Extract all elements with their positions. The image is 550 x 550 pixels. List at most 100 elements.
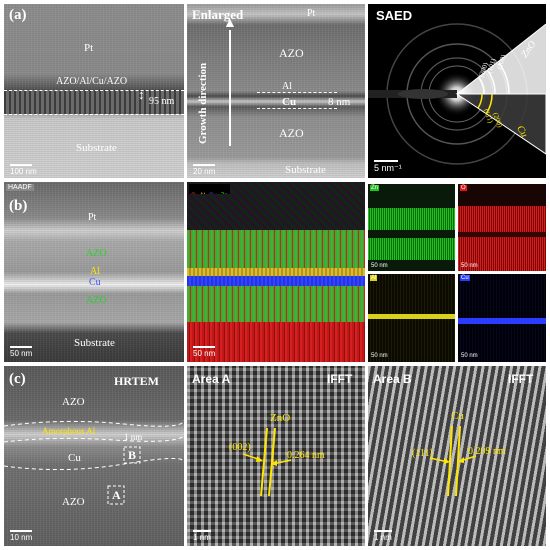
panel-label-a: (a)	[9, 7, 27, 23]
al-label: Al	[90, 266, 100, 277]
scale-bar	[193, 346, 215, 348]
scale-bar-label: 1 nm	[374, 533, 392, 542]
scale-bar-label: 100 nm	[10, 167, 37, 176]
scale-bar-label: 50 nm	[10, 349, 33, 358]
thickness-label: 95 nm	[149, 96, 175, 107]
panel-c-area-a: Area A IFFT ZnO (002) 0.264 nm 1 nm	[187, 366, 365, 546]
panel-a-saed: SAED ZnO (200) (101) (100) (111) (200) C…	[368, 4, 546, 178]
cu-band	[458, 318, 546, 324]
scale-bar-label: 20 nm	[193, 167, 216, 176]
cu-label: Cu	[282, 96, 297, 108]
al-label: Al	[282, 81, 292, 92]
legend-zn: Zn	[221, 193, 228, 194]
map-al: Al 50 nm	[368, 274, 455, 362]
azo-top-label: AZO	[62, 396, 85, 408]
saed-pattern	[368, 23, 546, 165]
texture	[187, 4, 365, 178]
enlarged-title: Enlarged	[192, 7, 244, 22]
panel-b-haadf: HAADF (b) Pt AZO Al Cu AZO Substrate 50 …	[4, 182, 184, 362]
al-band	[368, 314, 455, 319]
zn-band-top	[368, 208, 455, 230]
scale-bar	[374, 160, 398, 162]
box-b-label: B	[128, 448, 137, 462]
dash-bottom	[257, 108, 337, 109]
scale-bar	[193, 530, 211, 532]
map-cu: Cu 50 nm	[458, 274, 546, 362]
map-cu-label: Cu	[460, 275, 470, 281]
o-region	[458, 206, 546, 271]
ifft-label: IFFT	[508, 372, 534, 386]
panel-label-c: (c)	[9, 371, 26, 387]
texture	[4, 366, 184, 546]
map-o: O 50 nm	[458, 184, 546, 271]
substrate-label: Substrate	[74, 337, 115, 349]
azo-top-label: AZO	[279, 46, 304, 60]
plane-label: (002)	[229, 442, 251, 453]
pt-label: Pt	[307, 8, 316, 19]
cu-label: Cu	[89, 277, 101, 288]
growth-arrow-shaft	[229, 30, 231, 146]
cu-region	[187, 276, 365, 286]
map-cu-scale: 50 nm	[461, 353, 478, 359]
al-region	[187, 268, 365, 276]
scale-bar	[10, 164, 32, 166]
spacing-marker	[429, 425, 477, 497]
double-arrow: ↕	[138, 87, 145, 102]
legend-cu: Cu	[209, 193, 217, 194]
stack-label: AZO/Al/Cu/AZO	[56, 76, 128, 87]
plane-label: (111)	[412, 448, 433, 459]
dash-bottom	[4, 114, 184, 115]
map-o-label: O	[460, 185, 467, 191]
legend-al: Al	[200, 193, 205, 194]
saed-title: SAED	[376, 8, 413, 23]
map-zn: Zn 50 nm	[368, 184, 455, 271]
growth-direction-label: Growth direction	[197, 62, 209, 144]
o-gap	[458, 232, 546, 237]
substrate-label: Substrate	[285, 164, 326, 176]
cu-label: Cu	[451, 410, 464, 422]
element-legend: O Al Cu Zn	[189, 184, 230, 194]
growth-arrow-head: ▲	[223, 16, 237, 31]
panel-c-area-b: Area B IFFT Cu (111) 0.209 nm 1 nm	[368, 366, 546, 546]
panel-a-cross-section: (a) Pt AZO/Al/Cu/AZO ↕ 95 nm Substrate 1…	[4, 4, 184, 178]
scale-bar-label: 50 nm	[193, 349, 216, 358]
legend-o: O	[191, 193, 196, 194]
hrtem-title: HRTEM	[114, 374, 159, 388]
dash-top	[4, 90, 184, 91]
spacing-marker	[242, 427, 292, 497]
panel-b-eds-composite: O Al Cu Zn 50 nm	[187, 182, 365, 362]
scale-bar-label: 1 nm	[193, 533, 211, 542]
area-a-title: Area A	[192, 372, 231, 386]
map-zn-label: Zn	[370, 185, 380, 191]
cu-label: Cu	[68, 452, 81, 464]
scale-bar	[10, 346, 32, 348]
panel-label-b: (b)	[9, 198, 28, 214]
zno-label: ZnO	[270, 412, 291, 424]
area-b-title: Area B	[373, 372, 412, 386]
scale-bar-label: 10 nm	[10, 533, 33, 542]
dash-top	[257, 92, 337, 93]
azo-top-region	[187, 230, 365, 268]
interface-lines	[4, 419, 184, 505]
box-a-label: A	[112, 488, 121, 502]
azo-bottom-label: AZO	[279, 126, 304, 140]
map-zn-scale: 50 nm	[371, 263, 388, 269]
spacing-label: 0.264 nm	[287, 450, 325, 461]
map-o-scale: 50 nm	[461, 263, 478, 269]
amorphous-al-label: Amorphous Al	[42, 426, 96, 436]
thickness-label: 8 nm	[328, 96, 351, 108]
scale-bar	[10, 530, 32, 532]
thickness-label: 1 nm	[124, 432, 143, 442]
map-al-label: Al	[370, 275, 378, 281]
ifft-label: IFFT	[327, 372, 353, 386]
map-al-scale: 50 nm	[371, 353, 388, 359]
texture	[4, 182, 184, 362]
azo-bottom-label: AZO	[62, 496, 85, 508]
substrate-label: Substrate	[76, 142, 117, 154]
azo-top-label: AZO	[86, 248, 107, 259]
pt-label: Pt	[84, 42, 94, 54]
panel-c-hrtem: (c) HRTEM AZO Amorphous Al 1 nm Cu B A A…	[4, 366, 184, 546]
panel-a-enlarged: Enlarged Pt AZO Al Cu 8 nm AZO ▲ Growth …	[187, 4, 365, 178]
substrate-region	[187, 322, 365, 362]
azo-bottom-region	[187, 286, 365, 322]
